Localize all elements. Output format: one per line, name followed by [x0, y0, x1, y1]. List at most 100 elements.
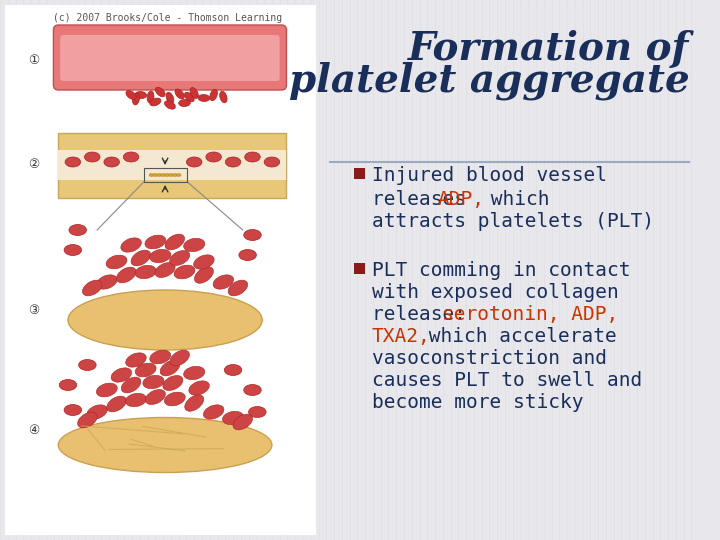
- Ellipse shape: [194, 267, 213, 284]
- Text: platelet aggregate: platelet aggregate: [289, 62, 690, 100]
- Ellipse shape: [150, 249, 171, 262]
- Ellipse shape: [244, 230, 261, 240]
- Ellipse shape: [194, 255, 214, 269]
- Text: TXA2,: TXA2,: [372, 327, 431, 346]
- Circle shape: [24, 300, 44, 320]
- Ellipse shape: [233, 414, 253, 430]
- Text: ④: ④: [28, 423, 40, 436]
- Ellipse shape: [170, 350, 189, 366]
- Ellipse shape: [145, 389, 166, 404]
- Ellipse shape: [168, 173, 174, 177]
- Ellipse shape: [185, 395, 204, 411]
- FancyBboxPatch shape: [58, 150, 287, 180]
- Ellipse shape: [96, 275, 117, 289]
- Ellipse shape: [170, 251, 189, 266]
- Ellipse shape: [203, 405, 224, 419]
- Ellipse shape: [213, 275, 233, 289]
- Ellipse shape: [174, 265, 195, 279]
- Ellipse shape: [122, 377, 141, 393]
- Ellipse shape: [131, 250, 150, 266]
- Ellipse shape: [126, 353, 146, 367]
- Ellipse shape: [123, 152, 139, 162]
- Ellipse shape: [83, 280, 102, 296]
- Ellipse shape: [145, 235, 166, 249]
- Ellipse shape: [185, 92, 194, 102]
- Ellipse shape: [155, 262, 175, 278]
- Ellipse shape: [121, 238, 141, 252]
- Ellipse shape: [210, 90, 218, 100]
- Ellipse shape: [68, 290, 262, 350]
- Text: releases: releases: [372, 190, 477, 209]
- Circle shape: [24, 420, 44, 440]
- Ellipse shape: [166, 99, 174, 111]
- Ellipse shape: [228, 280, 248, 296]
- Text: Formation of: Formation of: [408, 30, 690, 68]
- Ellipse shape: [132, 93, 140, 105]
- Ellipse shape: [64, 404, 81, 415]
- Ellipse shape: [87, 405, 107, 419]
- Text: become more sticky: become more sticky: [372, 393, 583, 412]
- Ellipse shape: [186, 157, 202, 167]
- Ellipse shape: [111, 368, 132, 382]
- Ellipse shape: [78, 412, 97, 428]
- Text: ②: ②: [28, 159, 40, 172]
- Ellipse shape: [64, 245, 81, 255]
- Ellipse shape: [135, 91, 147, 98]
- Ellipse shape: [149, 173, 154, 177]
- Ellipse shape: [156, 86, 164, 98]
- Circle shape: [24, 155, 44, 175]
- FancyBboxPatch shape: [53, 25, 287, 90]
- Text: with exposed collagen: with exposed collagen: [372, 283, 618, 302]
- Ellipse shape: [150, 350, 171, 364]
- Text: which accelerate: which accelerate: [417, 327, 616, 346]
- Text: ③: ③: [28, 303, 40, 316]
- Text: attracts platelets (PLT): attracts platelets (PLT): [372, 212, 654, 231]
- Ellipse shape: [65, 157, 81, 167]
- Text: release:: release:: [372, 305, 477, 324]
- Ellipse shape: [176, 88, 183, 100]
- Ellipse shape: [220, 91, 227, 103]
- Text: vasoconstriction and: vasoconstriction and: [372, 349, 607, 368]
- Ellipse shape: [225, 364, 242, 375]
- Ellipse shape: [106, 255, 127, 269]
- Text: serotonin, ADP,: serotonin, ADP,: [442, 305, 618, 324]
- FancyBboxPatch shape: [60, 35, 279, 81]
- Ellipse shape: [59, 380, 77, 390]
- Ellipse shape: [165, 234, 184, 250]
- Ellipse shape: [189, 381, 210, 395]
- Ellipse shape: [245, 152, 260, 162]
- Ellipse shape: [58, 417, 272, 472]
- Bar: [144, 168, 187, 182]
- Ellipse shape: [264, 157, 279, 167]
- Text: causes PLT to swell and: causes PLT to swell and: [372, 371, 642, 390]
- Ellipse shape: [153, 173, 158, 177]
- FancyBboxPatch shape: [354, 263, 365, 274]
- Text: (c) 2007 Brooks/Cole - Thomson Learning: (c) 2007 Brooks/Cole - Thomson Learning: [53, 13, 282, 23]
- Ellipse shape: [222, 411, 243, 424]
- Ellipse shape: [163, 375, 183, 390]
- Ellipse shape: [198, 94, 210, 102]
- FancyBboxPatch shape: [354, 168, 365, 179]
- Text: which: which: [479, 190, 549, 209]
- Ellipse shape: [248, 407, 266, 417]
- Ellipse shape: [125, 393, 147, 407]
- Ellipse shape: [164, 94, 176, 102]
- Ellipse shape: [172, 173, 177, 177]
- Ellipse shape: [135, 265, 156, 279]
- Ellipse shape: [69, 225, 86, 235]
- Ellipse shape: [225, 157, 240, 167]
- Ellipse shape: [96, 383, 117, 397]
- Text: ①: ①: [28, 53, 40, 66]
- Ellipse shape: [151, 96, 159, 107]
- Ellipse shape: [164, 392, 185, 406]
- Ellipse shape: [239, 249, 256, 260]
- Ellipse shape: [84, 152, 100, 162]
- Ellipse shape: [157, 173, 162, 177]
- Ellipse shape: [160, 360, 180, 376]
- Ellipse shape: [184, 238, 204, 252]
- Text: Injured blood vessel: Injured blood vessel: [372, 166, 607, 185]
- Ellipse shape: [143, 375, 164, 389]
- Ellipse shape: [189, 89, 200, 97]
- FancyBboxPatch shape: [5, 5, 315, 535]
- Ellipse shape: [107, 396, 126, 412]
